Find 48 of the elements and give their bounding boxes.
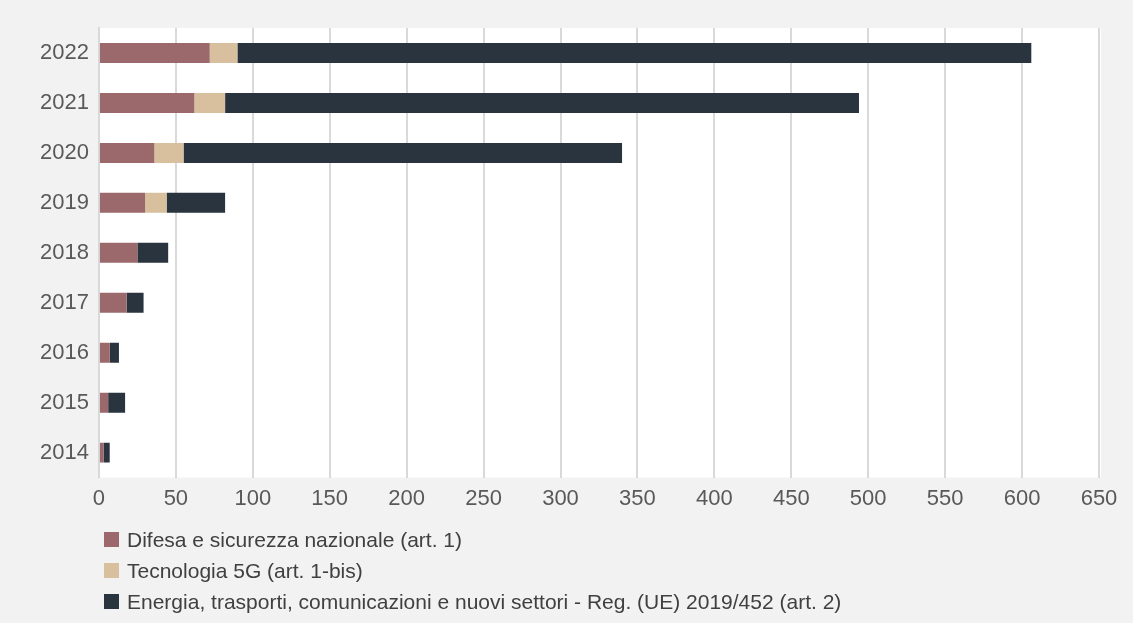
y-tick-label: 2016 <box>39 338 89 364</box>
bar <box>103 442 110 463</box>
bar <box>109 342 119 363</box>
bar <box>126 292 144 313</box>
bar <box>183 142 623 163</box>
bar <box>99 242 138 263</box>
x-tick-label: 50 <box>163 484 189 510</box>
y-tick-label: 2015 <box>39 388 89 414</box>
bar <box>166 192 226 213</box>
y-tick-label: 2018 <box>39 238 89 264</box>
bar <box>99 442 104 463</box>
x-tick-label: 200 <box>388 484 426 510</box>
bar <box>99 42 210 63</box>
x-tick-label: 250 <box>465 484 502 510</box>
bar <box>209 42 238 63</box>
bar <box>99 392 109 413</box>
legend-label: Tecnologia 5G (art. 1-bis) <box>127 558 363 584</box>
x-tick-label: 550 <box>926 484 964 510</box>
x-tick-label: 300 <box>542 484 579 510</box>
x-tick-label: 350 <box>619 484 656 510</box>
legend-label: Difesa e sicurezza nazionale (art. 1) <box>127 527 462 553</box>
y-tick-label: 2021 <box>39 89 89 114</box>
bar <box>99 92 195 113</box>
x-tick-label: 600 <box>1003 484 1041 510</box>
bar <box>194 92 226 113</box>
y-tick-label: 2017 <box>39 288 89 314</box>
bar <box>237 42 1032 63</box>
x-tick-label: 0 <box>92 484 106 510</box>
bar <box>99 342 110 363</box>
x-tick-label: 400 <box>696 484 733 510</box>
bar <box>108 392 126 413</box>
y-tick-label: 2020 <box>39 138 89 164</box>
x-tick-label: 150 <box>311 484 349 510</box>
y-tick-label: 2014 <box>39 438 89 464</box>
x-tick-label: 650 <box>1080 484 1118 510</box>
bar <box>225 92 859 113</box>
x-tick-label: 450 <box>772 484 810 510</box>
bar <box>145 192 167 213</box>
legend-label: Energia, trasporti, comunicazioni e nuovi settori - Reg. (UE) 2019/452 (art. 2) <box>127 589 842 615</box>
bar <box>99 142 155 163</box>
bar <box>99 192 146 213</box>
y-tick-label: 2019 <box>39 188 89 214</box>
y-tick-label: 2022 <box>39 39 89 65</box>
bar <box>137 242 169 263</box>
bar <box>154 142 184 163</box>
bar <box>99 292 127 313</box>
x-tick-label: 100 <box>234 484 272 510</box>
x-tick-label: 500 <box>849 484 887 510</box>
